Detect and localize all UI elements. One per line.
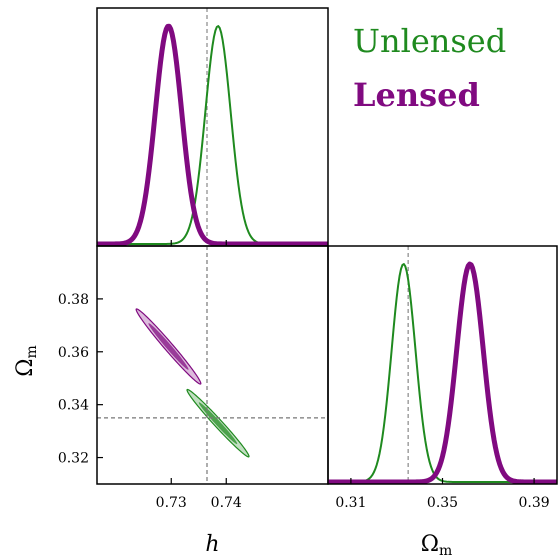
y-omega-tick-label-0: 0.32 xyxy=(58,451,89,467)
x-h-tick-label-1: 0.74 xyxy=(211,495,242,511)
legend-entry-unlensed: Unlensed xyxy=(353,22,506,60)
x-omega-tick-label-0: 0.31 xyxy=(335,495,366,511)
x-axis-label-omega-sub: m xyxy=(439,543,452,556)
panel-omega-marginal: 0.31 0.35 0.39 xyxy=(327,245,558,511)
y-omega-tick-label-2: 0.36 xyxy=(58,345,89,361)
y-omega-tick-label-1: 0.34 xyxy=(58,398,89,414)
x-omega-tick-label-2: 0.39 xyxy=(519,495,550,511)
panel-joint-frame xyxy=(96,245,329,485)
x-axis-label-omega: Ωm xyxy=(421,532,453,556)
y-omega-tick-label-3: 0.38 xyxy=(58,292,89,308)
x-omega-tick-label-1: 0.35 xyxy=(427,495,458,511)
panel-h-marginal xyxy=(96,7,329,247)
curve-h-lensed xyxy=(97,23,328,246)
axis-labels: h Ωm Ωm xyxy=(13,345,452,556)
y-axis-label-omega-sub: m xyxy=(24,345,40,358)
contour-68-unlensed xyxy=(198,402,238,445)
y-axis-label-omega: Ωm xyxy=(13,345,40,377)
curve-h-unlensed xyxy=(97,25,328,245)
x-h-tick-label-0: 0.73 xyxy=(156,495,187,511)
x-axis-label-h: h xyxy=(205,532,219,556)
panel-joint-h-omega: 0.73 0.74 0.32 0.34 0.36 0.38 xyxy=(58,245,329,511)
legend: Unlensed Lensed xyxy=(353,22,506,114)
curve-omega-lensed xyxy=(328,261,557,484)
contour-68-lensed xyxy=(148,323,189,370)
legend-entry-lensed: Lensed xyxy=(353,76,480,114)
